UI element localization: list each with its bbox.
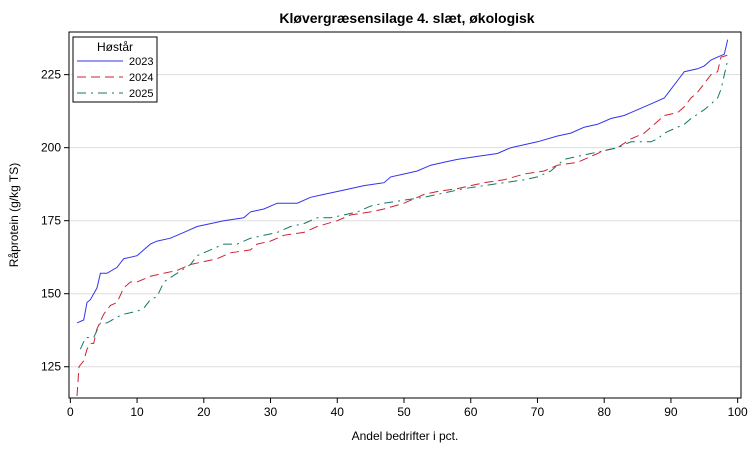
- y-tick-label: 125: [41, 360, 61, 374]
- x-tick-label: 0: [67, 405, 74, 419]
- x-tick-label: 100: [728, 405, 748, 419]
- legend-label: 2024: [129, 72, 153, 84]
- x-tick-label: 80: [598, 405, 612, 419]
- x-tick-label: 90: [664, 405, 678, 419]
- y-tick-label: 200: [41, 141, 61, 155]
- y-axis-label: Råprotein (g/kg TS): [7, 163, 21, 268]
- legend: Høstår 2023 2024 2025: [72, 36, 158, 103]
- series-line-2024: [76, 53, 732, 397]
- x-tick-label: 20: [197, 405, 211, 419]
- y-tick-label: 150: [41, 287, 61, 301]
- y-axis: 125 150 175 200 225: [41, 68, 69, 374]
- x-tick-label: 70: [531, 405, 545, 419]
- x-tick-label: 30: [264, 405, 278, 419]
- legend-label: 2023: [129, 56, 153, 68]
- x-tick-label: 60: [464, 405, 478, 419]
- legend-label: 2025: [129, 88, 153, 100]
- x-tick-label: 50: [397, 405, 411, 419]
- y-tick-label: 175: [41, 214, 61, 228]
- y-tick-label: 225: [41, 68, 61, 82]
- x-axis: 0 10 20 30 40 50 60 70 80 90 100: [67, 398, 748, 419]
- series-lines: [76, 39, 732, 397]
- legend-title: Høstår: [97, 40, 133, 54]
- series-line-2025: [79, 59, 729, 350]
- plot-frame: [68, 31, 742, 399]
- legend-box: [72, 36, 158, 103]
- x-tick-label: 40: [331, 405, 345, 419]
- x-axis-label: Andel bedrifter i pct.: [352, 429, 459, 443]
- chart-title: Kløvergræsensilage 4. slæt, økologisk: [279, 10, 534, 26]
- series-line-2023: [76, 39, 729, 324]
- gridlines: [69, 74, 741, 368]
- x-tick-label: 10: [130, 405, 144, 419]
